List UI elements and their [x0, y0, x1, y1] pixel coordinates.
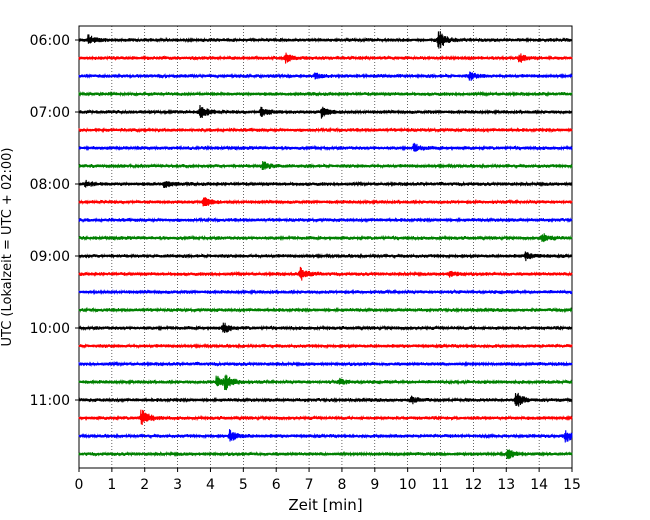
seismic-trace — [78, 71, 573, 81]
x-tick-label: 10 — [399, 477, 417, 493]
seismic-trace — [78, 197, 573, 207]
seismic-trace — [78, 52, 573, 64]
seismic-trace — [78, 161, 573, 171]
y-tick-label: 11:00 — [30, 393, 70, 409]
y-tick-label: 07:00 — [30, 105, 70, 121]
seismic-trace — [78, 374, 573, 391]
y-tick-label: 09:00 — [30, 249, 70, 265]
seismic-trace — [78, 360, 573, 368]
seismic-traces — [78, 31, 573, 460]
x-tick-label: 9 — [370, 477, 379, 493]
seismic-trace — [78, 126, 573, 134]
x-axis-ticks: 0 1 2 3 4 5 6 7 8 9 10 11 12 13 14 15 — [75, 468, 581, 493]
x-axis-label: Zeit [min] — [288, 496, 362, 514]
x-tick-label: 1 — [107, 477, 116, 493]
x-tick-label: 7 — [305, 477, 314, 493]
seismic-trace — [78, 142, 573, 152]
y-axis-label: UTC (Lokalzeit = UTC + 02:00) — [0, 148, 15, 347]
seismic-trace — [78, 449, 573, 460]
plot-frame — [78, 25, 573, 469]
x-tick-label: 11 — [432, 477, 450, 493]
seismic-trace — [78, 90, 573, 98]
seismic-trace — [78, 179, 573, 188]
x-tick-label: 4 — [206, 477, 215, 493]
seismic-trace — [78, 342, 573, 350]
seismic-trace — [78, 216, 573, 224]
x-tick-label: 0 — [75, 477, 84, 493]
x-tick-label: 2 — [140, 477, 149, 493]
x-tick-label: 6 — [272, 477, 281, 493]
y-tick-label: 08:00 — [30, 177, 70, 193]
x-tick-label: 5 — [239, 477, 248, 493]
x-tick-label: 13 — [497, 477, 515, 493]
x-tick-label: 3 — [173, 477, 182, 493]
x-tick-label: 8 — [337, 477, 346, 493]
seismic-trace — [78, 392, 573, 407]
y-tick-label: 10:00 — [30, 321, 70, 337]
x-tick-label: 14 — [530, 477, 548, 493]
y-tick-label: 06:00 — [30, 33, 70, 49]
seismic-trace — [78, 288, 573, 296]
seismic-trace — [78, 251, 573, 262]
x-tick-label: 15 — [563, 477, 581, 493]
seismic-trace — [78, 322, 573, 334]
y-axis-ticks: 06:00 07:00 08:00 09:00 10:00 11:00 — [30, 33, 79, 409]
seismic-trace — [78, 104, 573, 119]
seismic-trace — [78, 31, 573, 49]
seismic-trace — [78, 233, 573, 243]
seismic-trace — [78, 266, 573, 281]
seismic-trace — [78, 409, 573, 425]
seismic-trace — [78, 306, 573, 314]
seismic-trace — [78, 429, 573, 443]
x-tick-label: 12 — [464, 477, 482, 493]
